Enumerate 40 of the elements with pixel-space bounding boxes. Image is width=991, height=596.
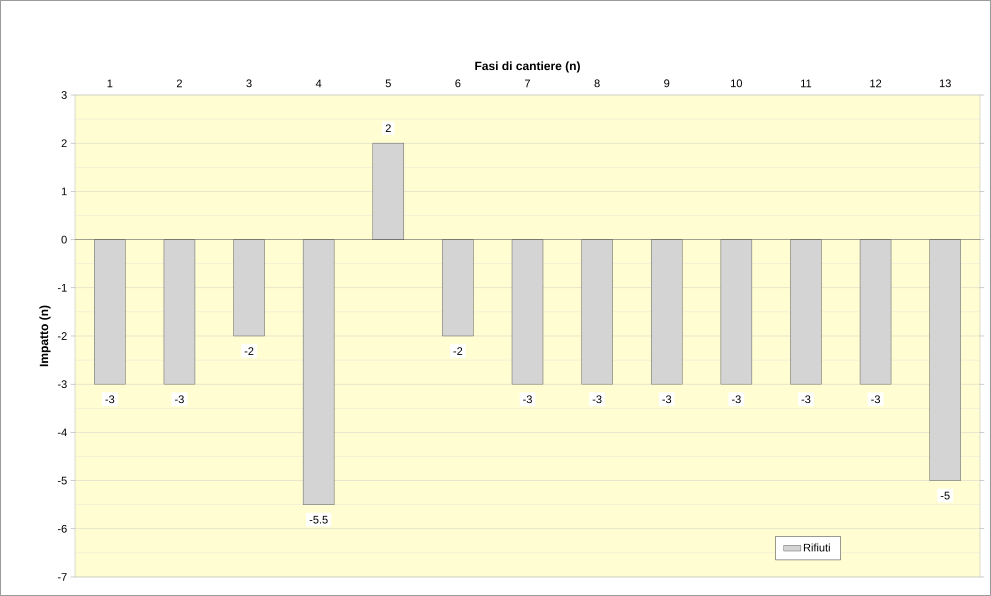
x-tick-label: 2 bbox=[176, 80, 182, 88]
y-tick-label: 1 bbox=[62, 188, 67, 196]
data-label: -2 bbox=[453, 347, 462, 355]
x-tick-label: 1 bbox=[108, 80, 112, 88]
data-label: -3 bbox=[802, 395, 810, 404]
y-tick-label: -3 bbox=[58, 380, 67, 388]
data-label: -2 bbox=[244, 347, 254, 355]
x-tick-label: 9 bbox=[664, 79, 670, 88]
x-tick-label: 13 bbox=[940, 79, 951, 88]
y-tick-label: -5 bbox=[58, 476, 67, 484]
x-tick-label: 6 bbox=[455, 79, 460, 88]
y-axis-title: Impatto (n) bbox=[39, 306, 51, 366]
data-label: -3 bbox=[105, 395, 114, 404]
x-axis-title: Fasi di cantiere (n) bbox=[475, 61, 580, 73]
legend-label: Rifiuti bbox=[804, 543, 830, 552]
x-tick-label: 7 bbox=[525, 80, 530, 88]
x-tick-label: 11 bbox=[801, 80, 812, 88]
y-tick-label: -6 bbox=[58, 524, 67, 533]
data-label: -3 bbox=[523, 395, 532, 404]
data-label: -3 bbox=[175, 395, 184, 404]
y-tick-label: -4 bbox=[58, 428, 67, 436]
data-label: 2 bbox=[386, 124, 391, 132]
x-tick-label: 5 bbox=[386, 80, 391, 88]
y-tick-label: -7 bbox=[58, 573, 67, 581]
y-tick-label: 0 bbox=[62, 236, 67, 244]
x-tick-label: 8 bbox=[594, 79, 600, 88]
data-label: -5 bbox=[940, 492, 950, 500]
x-tick-label: 10 bbox=[731, 79, 742, 88]
x-tick-label: 3 bbox=[246, 79, 252, 88]
y-tick-label: 3 bbox=[62, 91, 67, 99]
data-label: -3 bbox=[592, 395, 602, 404]
x-tick-label: 4 bbox=[316, 80, 322, 88]
y-tick-label: -2 bbox=[58, 332, 67, 340]
y-tick-label: 2 bbox=[62, 139, 67, 148]
data-label: -5.5 bbox=[310, 516, 328, 524]
data-label: -3 bbox=[732, 395, 741, 404]
y-tick-label: -1 bbox=[58, 284, 67, 292]
data-label: -3 bbox=[662, 395, 672, 404]
x-tick-label: 12 bbox=[870, 80, 882, 88]
data-label: -3 bbox=[871, 395, 880, 404]
